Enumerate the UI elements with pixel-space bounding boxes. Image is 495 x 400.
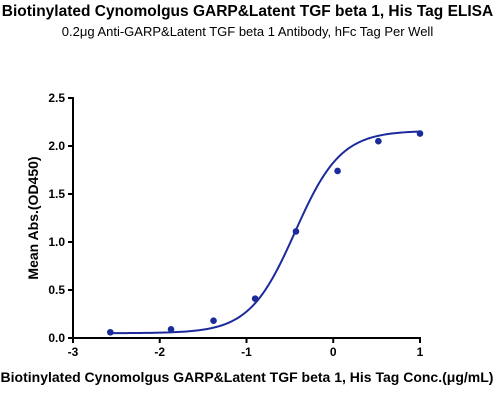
x-tick-label: 1 — [417, 345, 424, 359]
ticks: 0.0 0.5 1.0 1.5 2.0 2.5 -3 -2 -1 0 1 — [48, 91, 423, 359]
chart-subtitle: 0.2μg Anti-GARP&Latent TGF beta 1 Antibo… — [61, 24, 434, 39]
data-point — [210, 317, 217, 325]
axes — [72, 97, 421, 339]
y-axis-label: Mean Abs.(OD450) — [25, 156, 41, 279]
data-point — [167, 326, 175, 333]
data-point — [334, 167, 341, 175]
x-tick-label: -2 — [154, 345, 165, 359]
x-axis-label: Biotinylated Cynomolgus GARP&Latent TGF … — [1, 369, 494, 385]
y-tick-label: 2.0 — [48, 139, 65, 153]
data-points — [107, 130, 424, 336]
y-tick-label: 0.0 — [48, 331, 65, 345]
data-point — [251, 295, 259, 302]
x-tick-label: -3 — [68, 345, 79, 359]
fit-curve — [110, 130, 421, 335]
y-tick-label: 0.5 — [48, 283, 65, 297]
y-tick-label: 1.5 — [48, 187, 65, 201]
x-tick-label: 0 — [330, 345, 337, 359]
x-tick-label: -1 — [241, 345, 252, 359]
chart-title: Biotinylated Cynomolgus GARP&Latent TGF … — [1, 3, 494, 20]
data-point — [292, 228, 300, 235]
y-tick-label: 1.0 — [48, 235, 65, 249]
y-tick-label: 2.5 — [48, 91, 65, 105]
data-point — [107, 328, 114, 336]
data-point — [375, 137, 382, 145]
data-point — [416, 130, 424, 137]
